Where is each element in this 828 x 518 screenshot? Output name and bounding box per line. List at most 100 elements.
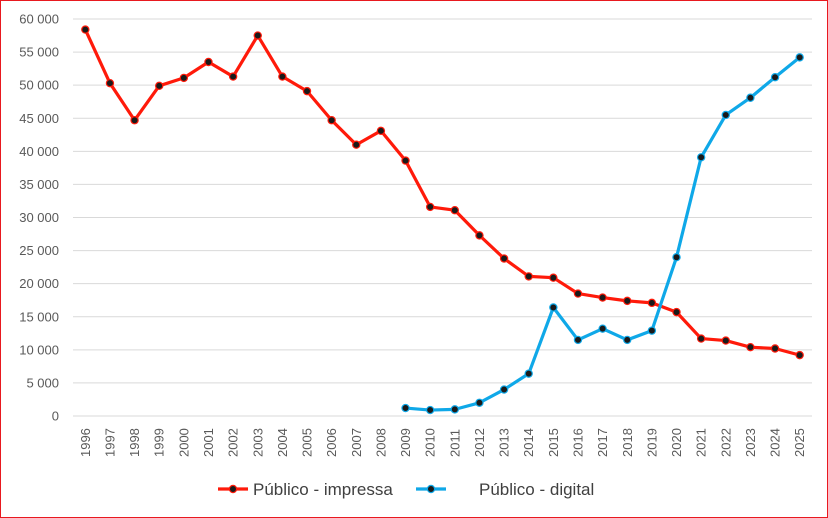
data-point	[475, 398, 484, 407]
data-point	[499, 254, 509, 263]
y-tick-label: 0	[52, 409, 59, 424]
data-point	[573, 289, 583, 298]
data-point	[81, 25, 90, 34]
gridlines	[73, 18, 812, 384]
data-point	[401, 403, 410, 413]
x-tick-label: 2009	[398, 428, 413, 457]
data-point	[672, 307, 681, 317]
series-1	[401, 53, 804, 415]
y-tick-label: 45 000	[19, 111, 59, 126]
y-tick-label: 60 000	[19, 12, 59, 27]
x-tick-label: 2020	[669, 428, 684, 457]
x-tick-label: 2024	[768, 428, 783, 457]
legend-label: Público - digital	[479, 480, 594, 499]
x-tick-label: 2001	[201, 428, 216, 457]
y-tick-label: 10 000	[19, 342, 59, 357]
legend: Público - impressa Público - digital	[218, 480, 594, 499]
data-point	[672, 253, 681, 262]
data-point	[598, 293, 607, 302]
data-point	[598, 324, 607, 333]
series-line	[403, 55, 802, 412]
x-tick-label: 2007	[349, 428, 364, 457]
data-point	[647, 298, 657, 308]
legend-item: Público - impressa	[218, 480, 393, 499]
y-tick-label: 5 000	[26, 375, 59, 390]
data-point	[425, 405, 435, 415]
series-line	[83, 27, 802, 357]
y-tick-label: 20 000	[19, 276, 59, 291]
legend-swatch-marker	[228, 484, 238, 494]
data-point	[302, 86, 312, 96]
data-point	[524, 272, 533, 281]
data-point	[696, 334, 706, 343]
data-point	[549, 303, 558, 312]
data-point	[475, 231, 484, 240]
y-tick-label: 35 000	[19, 177, 59, 192]
data-point	[721, 336, 730, 345]
data-point	[327, 116, 336, 125]
y-tick-label: 15 000	[19, 309, 59, 324]
x-tick-label: 2019	[644, 428, 659, 457]
data-point	[499, 385, 509, 394]
data-point	[155, 81, 164, 91]
data-point	[105, 78, 115, 88]
x-tick-label: 2006	[324, 428, 339, 457]
data-point	[352, 140, 361, 149]
data-point	[647, 326, 657, 335]
y-axis-ticks: 0 5 000 10 000 15 000 20 000 25 000 30 000 35 0…	[19, 12, 59, 424]
x-tick-label: 2015	[546, 428, 561, 457]
legend-swatch-marker	[426, 484, 436, 494]
data-point	[204, 57, 213, 67]
x-tick-label: 2025	[792, 428, 807, 457]
series-0	[81, 25, 804, 360]
x-tick-label: 2018	[620, 428, 635, 457]
x-tick-label: 2000	[176, 428, 191, 457]
data-point	[179, 73, 189, 83]
x-tick-label: 2013	[497, 428, 512, 457]
x-tick-label: 2021	[694, 428, 709, 457]
x-tick-label: 2010	[423, 428, 438, 457]
data-point	[450, 405, 460, 414]
x-tick-label: 1998	[127, 428, 142, 457]
x-tick-label: 2004	[275, 428, 290, 457]
series-group	[81, 25, 804, 415]
x-tick-label: 2011	[447, 429, 462, 457]
data-point	[746, 342, 755, 352]
x-tick-label: 1996	[78, 428, 93, 457]
data-point	[573, 335, 583, 345]
data-point	[228, 72, 238, 81]
x-tick-label: 2016	[570, 428, 585, 457]
x-tick-label: 2003	[250, 428, 265, 457]
x-tick-label: 2023	[743, 428, 758, 457]
data-point	[746, 93, 755, 102]
x-axis-ticks: 1996 1997 1998 1999 2000 2001 2002 2003 2004 2005…	[78, 428, 807, 457]
data-point	[425, 202, 435, 212]
x-tick-label: 2002	[226, 428, 241, 457]
data-point	[721, 110, 730, 120]
data-point	[795, 350, 804, 360]
data-point	[524, 369, 533, 378]
data-point	[770, 73, 780, 82]
x-tick-label: 2017	[595, 428, 610, 457]
y-tick-label: 55 000	[19, 45, 59, 60]
data-point	[696, 153, 706, 162]
data-point	[278, 72, 287, 81]
data-point	[450, 206, 460, 215]
x-tick-label: 1997	[102, 428, 117, 457]
data-point	[130, 116, 139, 125]
data-point	[623, 296, 632, 306]
x-tick-label: 2008	[373, 428, 388, 457]
x-tick-label: 1999	[152, 428, 167, 457]
x-tick-label: 2012	[472, 428, 487, 457]
x-tick-label: 2014	[521, 428, 536, 457]
data-point	[253, 31, 262, 40]
data-point	[770, 344, 780, 353]
y-tick-label: 40 000	[19, 144, 59, 159]
y-tick-label: 30 000	[19, 210, 59, 225]
legend-label: Público - impressa	[253, 480, 393, 499]
data-point	[401, 156, 410, 165]
y-tick-label: 25 000	[19, 243, 59, 258]
x-tick-label: 2005	[300, 428, 315, 457]
